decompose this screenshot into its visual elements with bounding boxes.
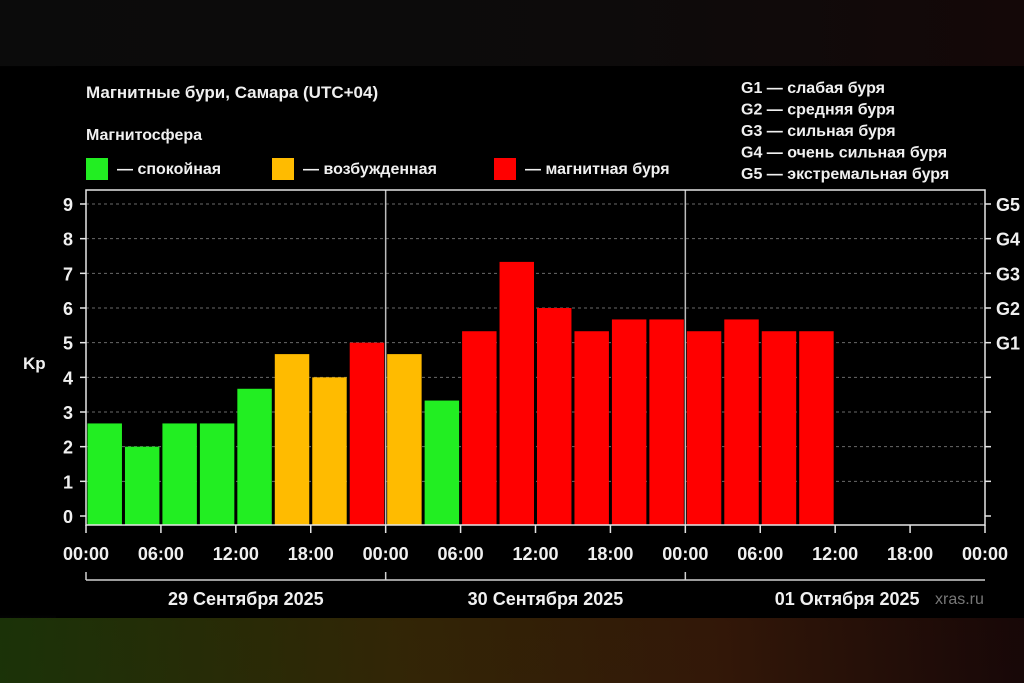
bar <box>537 308 572 525</box>
axes: 0 1 2 3 4 5 6 7 8 9 G1 G2 G3 G4 G5 00:00 06:00 12:00 18:00… <box>63 189 1020 609</box>
y-tick-label: 5 <box>63 334 73 354</box>
g-scale-label: G2 <box>996 299 1020 319</box>
grid <box>86 190 985 525</box>
y-tick-label: 6 <box>63 299 73 319</box>
x-tick-label: 06:00 <box>438 544 484 564</box>
legend-swatch-storm <box>494 158 516 180</box>
x-tick-label: 06:00 <box>138 544 184 564</box>
bar <box>649 319 684 525</box>
bar <box>199 423 235 525</box>
bars <box>87 261 834 525</box>
x-tick-label: 18:00 <box>587 544 633 564</box>
bar <box>499 261 534 525</box>
scale-legend-item: G1 — слабая буря <box>741 80 885 97</box>
x-tick-label: 00:00 <box>662 544 708 564</box>
y-tick-label: 9 <box>63 195 73 215</box>
x-tick-label: 00:00 <box>63 544 109 564</box>
day-label: 29 Сентября 2025 <box>168 589 324 609</box>
y-axis-label: Kp <box>23 354 46 373</box>
bar <box>462 331 497 525</box>
bar <box>387 354 422 525</box>
legend-label-quiet: — спокойная <box>117 161 221 178</box>
y-tick-label: 8 <box>63 230 73 250</box>
bottom-band <box>0 618 1024 683</box>
scale-legend-item: G2 — средняя буря <box>741 102 895 119</box>
g-scale-label: G1 <box>996 334 1020 354</box>
y-tick-label: 0 <box>63 507 73 527</box>
bar <box>124 446 160 525</box>
bar <box>799 331 834 525</box>
legend-label-storm: — магнитная буря <box>525 161 670 178</box>
bar <box>686 331 722 525</box>
x-tick-label: 18:00 <box>887 544 933 564</box>
y-tick-label: 4 <box>63 368 73 388</box>
x-tick-label: 12:00 <box>213 544 259 564</box>
y-tick-label: 2 <box>63 438 73 458</box>
scale-legend: G1 — слабая буря G2 — средняя буря G3 — си… <box>741 80 949 183</box>
scale-legend-item: G5 — экстремальная буря <box>741 166 949 183</box>
scale-legend-item: G4 — очень сильная буря <box>741 145 947 162</box>
chart-subtitle: Магнитосфера <box>86 127 202 144</box>
bar <box>237 388 272 525</box>
scale-legend-item: G3 — сильная буря <box>741 123 896 140</box>
y-tick-label: 3 <box>63 403 73 423</box>
bar <box>574 331 609 525</box>
g-scale-label: G4 <box>996 230 1020 250</box>
bar <box>312 377 347 525</box>
g-scale-label: G5 <box>996 195 1020 215</box>
legend-swatch-quiet <box>86 158 108 180</box>
y-tick-label: 7 <box>63 264 73 284</box>
legend-swatch-disturbed <box>272 158 294 180</box>
day-label: 30 Сентября 2025 <box>468 589 624 609</box>
x-tick-label: 00:00 <box>962 544 1008 564</box>
chart-title: Магнитные бури, Самара (UTC+04) <box>86 83 378 102</box>
x-tick-label: 06:00 <box>737 544 783 564</box>
x-tick-label: 12:00 <box>512 544 558 564</box>
legend: — спокойная — возбужденная — магнитная бур… <box>86 158 670 180</box>
bar <box>424 400 460 525</box>
x-tick-label: 18:00 <box>288 544 334 564</box>
legend-label-disturbed: — возбужденная <box>303 161 437 178</box>
x-tick-label: 12:00 <box>812 544 858 564</box>
g-scale-label: G3 <box>996 264 1020 284</box>
watermark: xras.ru <box>935 591 984 608</box>
y-tick-label: 1 <box>63 472 73 492</box>
x-tick-label: 00:00 <box>363 544 409 564</box>
bar <box>349 342 385 525</box>
day-label: 01 Октября 2025 <box>775 589 920 609</box>
top-band <box>0 0 1024 66</box>
bar <box>87 423 122 525</box>
bar <box>162 423 197 525</box>
bar <box>274 354 310 525</box>
bar <box>724 319 759 525</box>
bar <box>611 319 647 525</box>
bar <box>761 331 797 525</box>
